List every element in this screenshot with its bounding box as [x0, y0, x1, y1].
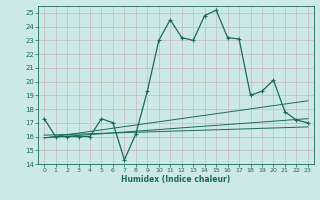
X-axis label: Humidex (Indice chaleur): Humidex (Indice chaleur) — [121, 175, 231, 184]
